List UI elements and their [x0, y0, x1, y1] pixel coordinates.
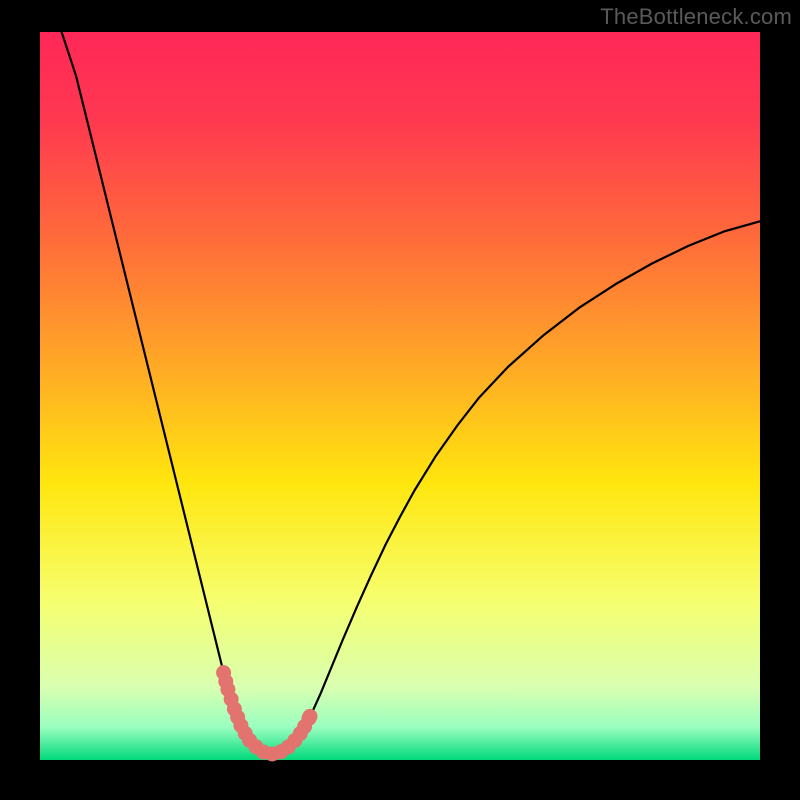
- watermark-text: TheBottleneck.com: [600, 4, 792, 30]
- chart-container: TheBottleneck.com: [0, 0, 800, 800]
- gradient-background: [40, 32, 760, 760]
- plot-svg: [0, 0, 800, 800]
- marker-dot: [303, 709, 318, 724]
- plot-svg-wrapper: [0, 0, 800, 800]
